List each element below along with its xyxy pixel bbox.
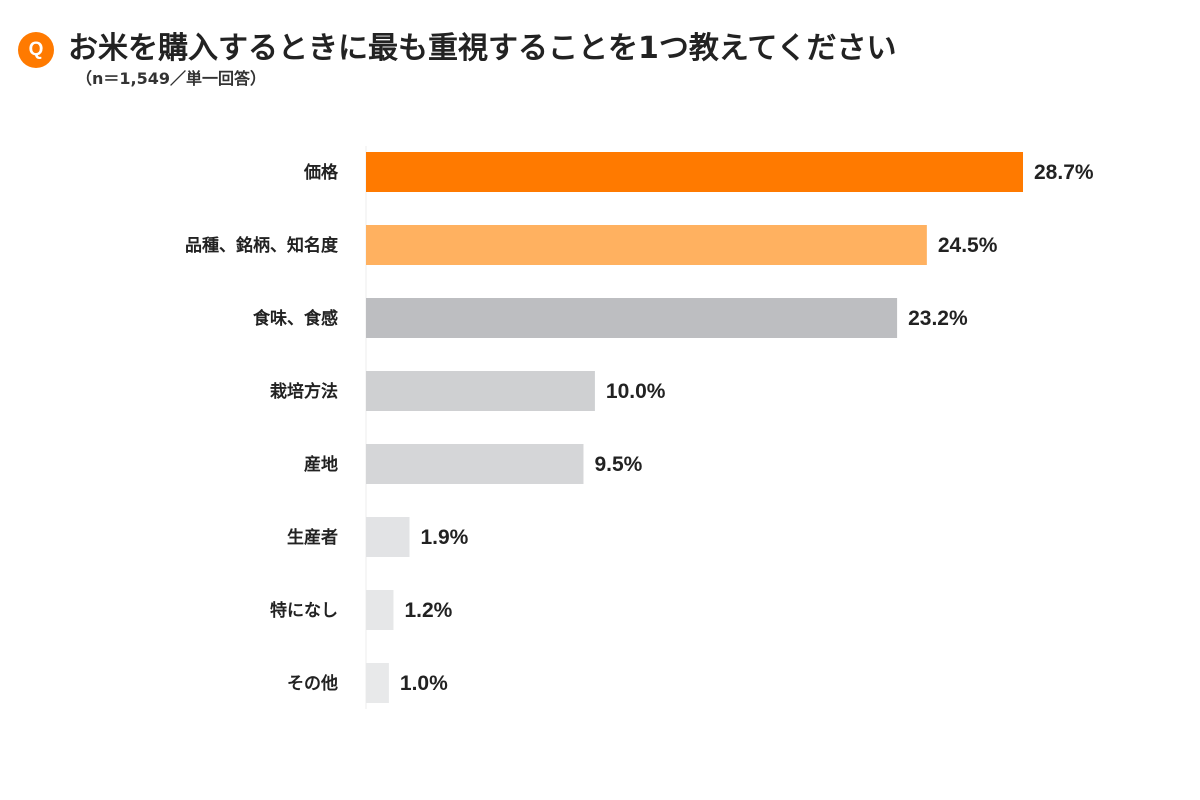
value-label: 1.0% [400, 672, 448, 695]
bar-1 [366, 225, 927, 265]
bar-4 [366, 444, 584, 484]
chart-title: お米を購入するときに最も重視することを1つ教えてください [68, 31, 897, 66]
bar-5 [366, 517, 410, 557]
value-label: 10.0% [606, 380, 666, 403]
category-label: 品種、銘柄、知名度 [185, 235, 339, 256]
bar-2 [366, 298, 898, 338]
bar-7 [366, 663, 389, 703]
category-label: 価格 [303, 162, 339, 183]
bar-3 [366, 371, 595, 411]
value-label: 24.5% [938, 234, 998, 257]
bar-0 [366, 152, 1023, 192]
value-label: 23.2% [908, 307, 968, 330]
value-label: 9.5% [594, 453, 642, 476]
category-label: 栽培方法 [270, 381, 338, 402]
value-label: 1.9% [420, 526, 468, 549]
category-label: 生産者 [287, 527, 338, 548]
bar-6 [366, 590, 394, 630]
category-label: 特になし [270, 600, 338, 621]
category-label: 産地 [304, 454, 338, 475]
question-badge: Q [18, 32, 54, 68]
value-label: 1.2% [404, 599, 452, 622]
category-label: その他 [287, 673, 338, 694]
category-label: 食味、食感 [253, 308, 338, 329]
value-label: 28.7% [1034, 161, 1094, 184]
chart-subtitle: （n＝1,549／単一回答） [76, 69, 267, 88]
